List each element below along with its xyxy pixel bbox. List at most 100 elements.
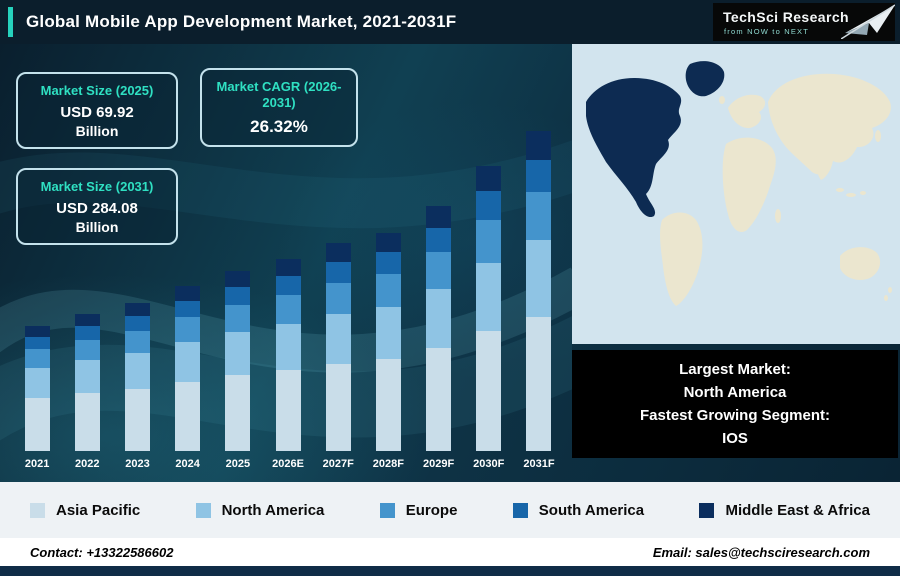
bar-segment-asia-pacific — [74, 393, 100, 451]
world-map — [572, 44, 900, 344]
map-region-north-america — [586, 78, 682, 218]
bar-segment-europe — [526, 192, 552, 240]
legend-label: Asia Pacific — [56, 501, 141, 519]
bar-stack — [74, 314, 100, 451]
header-bar: Global Mobile App Development Market, 20… — [0, 0, 900, 44]
x-axis-label: 2028F — [372, 458, 404, 470]
legend-label: Europe — [405, 501, 458, 519]
bar-segment-middle-east-africa — [325, 243, 351, 262]
bar-column-2026e: 2026E — [263, 122, 313, 474]
bar-column-2025: 2025 — [213, 122, 263, 474]
paper-plane-icon — [841, 4, 895, 39]
legend-item-europe: Europe — [379, 501, 458, 519]
bar-segment-south-america — [426, 228, 452, 252]
bar-segment-asia-pacific — [225, 375, 251, 451]
legend-swatch — [699, 502, 715, 518]
bar-segment-asia-pacific — [24, 398, 50, 451]
bar-segment-south-america — [74, 326, 100, 340]
x-axis-label: 2021 — [24, 458, 50, 470]
bar-segment-north-america — [24, 368, 50, 398]
logo-tagline-text: from NOW to NEXT — [724, 27, 810, 36]
x-axis-label: 2027F — [322, 458, 354, 470]
x-axis-label: 2026E — [272, 458, 304, 470]
map-region-new-zealand — [884, 295, 888, 301]
bar-segment-north-america — [124, 353, 150, 389]
callout-line: North America — [683, 383, 787, 401]
bar-segment-south-america — [275, 276, 301, 295]
bar-segment-north-america — [325, 314, 351, 364]
bar-stack — [526, 131, 552, 451]
bar-column-2028f: 2028F — [363, 122, 413, 474]
bar-segment-europe — [124, 331, 150, 353]
bar-segment-south-america — [225, 287, 251, 305]
map-region-indonesia — [836, 188, 844, 192]
bar-segment-europe — [225, 305, 251, 332]
x-axis-label: 2022 — [75, 458, 100, 470]
bar-segment-north-america — [74, 360, 100, 393]
bar-segment-asia-pacific — [124, 389, 150, 451]
legend-label: South America — [538, 501, 645, 519]
market-size-2025-unit: Billion — [75, 123, 119, 140]
bar-segment-middle-east-africa — [225, 271, 251, 287]
logo-brand-text: TechSci Research — [723, 9, 849, 25]
bar-column-2022: 2022 — [62, 122, 112, 474]
bar-column-2031f: 2031F — [514, 122, 564, 474]
bar-segment-asia-pacific — [325, 364, 351, 451]
bar-segment-north-america — [175, 342, 201, 382]
market-cagr-box: Market CAGR (2026-2031) 26.32% — [200, 68, 358, 147]
market-size-2031-unit: Billion — [75, 219, 119, 236]
bar-segment-asia-pacific — [526, 317, 552, 451]
legend-label: Middle East & Africa — [725, 501, 870, 519]
bar-stack — [124, 303, 150, 451]
bar-segment-europe — [24, 349, 50, 368]
footer-strip: Contact: +13322586602 Email: sales@techs… — [0, 538, 900, 566]
map-region-madagascar — [775, 209, 781, 223]
bar-segment-middle-east-africa — [74, 314, 100, 326]
map-region-indonesia — [846, 193, 856, 197]
map-region-uk — [719, 96, 725, 104]
bar-segment-south-america — [375, 252, 401, 274]
market-size-2025-value: USD 69.92 — [60, 104, 134, 122]
x-axis-label: 2031F — [523, 458, 555, 470]
bar-segment-north-america — [476, 263, 502, 331]
bar-stack — [225, 271, 251, 451]
techsci-logo: TechSci Research from NOW to NEXT — [713, 3, 895, 41]
x-axis-label: 2030F — [473, 458, 505, 470]
market-size-2025-box: Market Size (2025) USD 69.92 Billion — [16, 72, 178, 150]
map-region-new-zealand — [888, 287, 892, 293]
bar-stack — [375, 233, 401, 451]
page-title: Global Mobile App Development Market, 20… — [26, 12, 457, 31]
bar-segment-south-america — [175, 301, 201, 317]
market-size-2031-value: USD 284.08 — [56, 200, 138, 218]
bar-segment-europe — [74, 340, 100, 360]
bar-segment-europe — [426, 252, 452, 289]
market-cagr-value: 26.32% — [250, 116, 308, 136]
callout-line: Largest Market: — [679, 360, 791, 378]
bar-segment-middle-east-africa — [426, 206, 452, 228]
bar-segment-middle-east-africa — [24, 326, 50, 337]
legend-item-middle-east-africa: Middle East & Africa — [699, 501, 870, 519]
bar-segment-europe — [275, 295, 301, 324]
bar-stack — [426, 206, 452, 451]
bar-segment-south-america — [325, 262, 351, 283]
map-region-greenland — [685, 61, 725, 97]
x-axis-label: 2023 — [125, 458, 150, 470]
map-region-europe — [728, 94, 766, 129]
bar-segment-middle-east-africa — [175, 286, 201, 301]
x-axis-label: 2025 — [225, 458, 251, 470]
largest-market-callout: Largest Market: North America Fastest Gr… — [572, 350, 898, 458]
map-region-india — [816, 150, 833, 180]
bar-segment-middle-east-africa — [124, 303, 150, 316]
map-region-japan — [875, 130, 881, 142]
bar-segment-south-america — [24, 337, 50, 349]
bar-segment-middle-east-africa — [375, 233, 401, 252]
map-region-asia — [768, 73, 891, 175]
bar-segment-asia-pacific — [426, 348, 452, 451]
legend-swatch — [30, 502, 45, 518]
bar-stack — [275, 259, 301, 451]
contact-phone: Contact: +13322586602 — [30, 544, 174, 560]
legend-swatch — [195, 502, 211, 518]
bar-segment-asia-pacific — [275, 370, 301, 451]
map-region-australia — [840, 247, 881, 280]
bar-column-2024: 2024 — [163, 122, 213, 474]
